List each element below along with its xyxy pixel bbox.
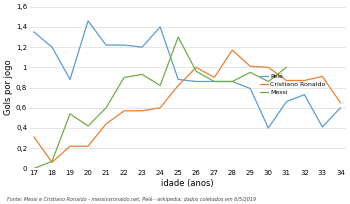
Messi [86, 125, 90, 127]
Cristiano Ronaldo [32, 136, 36, 138]
Cristiano Ronaldo [230, 49, 235, 51]
Line: Messi: Messi [34, 37, 286, 169]
Messi [266, 80, 271, 83]
Legend: Pelé, Cristiano Ronaldo, Messi: Pelé, Cristiano Ronaldo, Messi [260, 74, 326, 95]
Cristiano Ronaldo [212, 76, 216, 79]
Messi [176, 36, 180, 38]
Pelé [68, 78, 72, 81]
Pelé [158, 26, 162, 28]
Pelé [104, 44, 108, 46]
Y-axis label: Gols por jogo: Gols por jogo [4, 60, 13, 115]
Pelé [320, 126, 324, 128]
Messi [248, 71, 252, 74]
Messi [68, 113, 72, 115]
Messi [194, 70, 198, 73]
Cristiano Ronaldo [104, 123, 108, 125]
Pelé [122, 44, 126, 46]
Pelé [338, 106, 343, 109]
Line: Cristiano Ronaldo: Cristiano Ronaldo [34, 50, 341, 162]
Messi [158, 84, 162, 87]
X-axis label: idade (anos): idade (anos) [161, 178, 214, 188]
Pelé [50, 46, 54, 48]
Cristiano Ronaldo [86, 145, 90, 147]
Text: Fonte: Messi e Cristiano Ronaldo - messivsronaldo.net; Pelé - wikipedia; dados c: Fonte: Messi e Cristiano Ronaldo - messi… [7, 196, 256, 202]
Cristiano Ronaldo [122, 110, 126, 112]
Line: Pelé: Pelé [34, 21, 341, 128]
Cristiano Ronaldo [140, 110, 144, 112]
Pelé [86, 20, 90, 22]
Pelé [302, 93, 307, 96]
Cristiano Ronaldo [320, 75, 324, 78]
Pelé [248, 87, 252, 90]
Pelé [284, 101, 288, 103]
Pelé [212, 80, 216, 83]
Pelé [140, 46, 144, 48]
Messi [284, 66, 288, 69]
Messi [50, 160, 54, 163]
Pelé [194, 80, 198, 83]
Cristiano Ronaldo [68, 145, 72, 147]
Cristiano Ronaldo [50, 161, 54, 164]
Cristiano Ronaldo [248, 65, 252, 68]
Cristiano Ronaldo [266, 66, 271, 69]
Messi [104, 106, 108, 109]
Pelé [230, 80, 235, 83]
Cristiano Ronaldo [284, 79, 288, 82]
Messi [230, 80, 235, 83]
Messi [32, 167, 36, 170]
Cristiano Ronaldo [158, 106, 162, 109]
Cristiano Ronaldo [302, 79, 307, 82]
Messi [140, 73, 144, 76]
Cristiano Ronaldo [194, 66, 198, 69]
Pelé [32, 31, 36, 33]
Cristiano Ronaldo [176, 84, 180, 87]
Messi [212, 80, 216, 83]
Pelé [176, 78, 180, 81]
Cristiano Ronaldo [338, 101, 343, 104]
Messi [122, 76, 126, 79]
Pelé [266, 127, 271, 129]
